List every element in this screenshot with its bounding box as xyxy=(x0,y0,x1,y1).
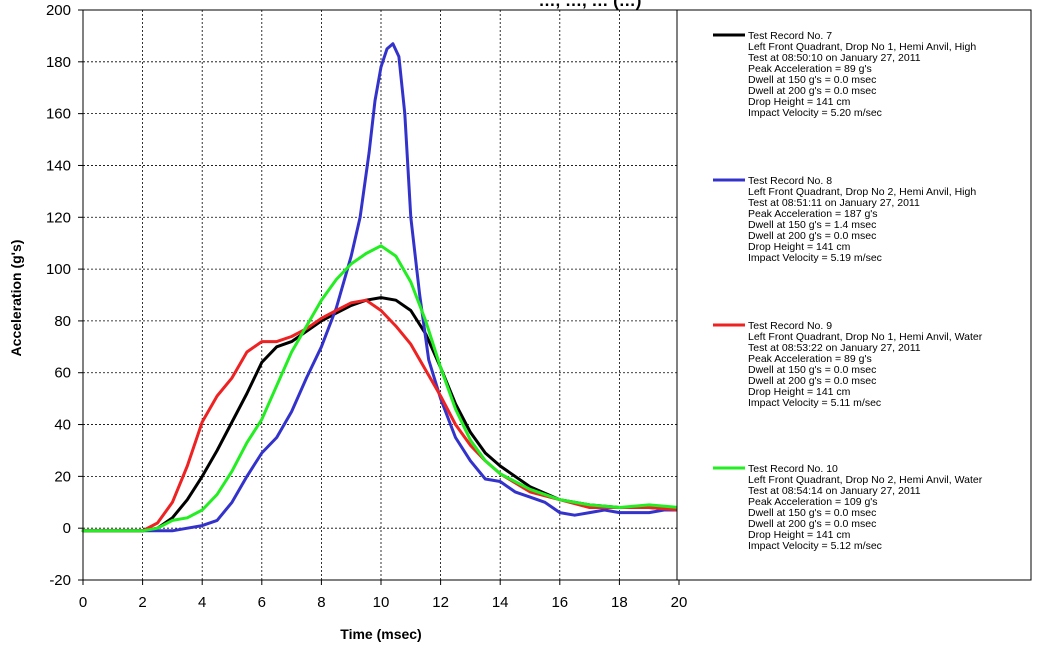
x-tick-label: 4 xyxy=(198,594,206,611)
y-tick-label: 40 xyxy=(54,417,71,434)
x-tick-label: 14 xyxy=(492,594,509,611)
series-lines xyxy=(81,42,681,533)
x-tick-label: 2 xyxy=(138,594,146,611)
x-tick-label: 6 xyxy=(258,594,266,611)
y-tick-label: 0 xyxy=(63,520,71,537)
legend-detail-line: Test at 08:51:11 on January 27, 2011 xyxy=(748,197,920,209)
grid xyxy=(83,10,679,580)
legend-detail-line: Dwell at 200 g's = 0.0 msec xyxy=(748,518,876,530)
legend-detail-line: Left Front Quadrant, Drop No 2, Hemi Anv… xyxy=(748,474,983,486)
legend-detail-line: Peak Acceleration = 89 g's xyxy=(748,353,872,365)
legend-detail-line: Impact Velocity = 5.20 m/sec xyxy=(748,107,882,119)
legend-series-name: Test Record No. 10 xyxy=(748,463,838,475)
x-tick-label: 8 xyxy=(317,594,325,611)
x-tick-label: 12 xyxy=(432,594,449,611)
legend-detail-line: Test at 08:53:22 on January 27, 2011 xyxy=(748,342,921,354)
legend-detail-line: Impact Velocity = 5.11 m/sec xyxy=(748,397,881,409)
series-line-1 xyxy=(81,296,681,533)
legend-series-name: Test Record No. 9 xyxy=(748,320,832,332)
y-tick-label: 80 xyxy=(54,313,71,330)
legend-detail-line: Left Front Quadrant, Drop No 2, Hemi Anv… xyxy=(748,186,976,198)
chart-title: …, …, … (…) xyxy=(539,0,642,10)
x-tick-label: 16 xyxy=(551,594,568,611)
y-tick-label: 200 xyxy=(46,2,71,19)
y-tick-label: 160 xyxy=(46,106,71,123)
legend-detail-line: Drop Height = 141 cm xyxy=(748,386,851,398)
y-tick-label: 60 xyxy=(54,365,71,382)
legend-detail-line: Drop Height = 141 cm xyxy=(748,241,851,253)
legend-detail-line: Test at 08:50:10 on January 27, 2011 xyxy=(748,52,921,64)
x-tick-label: 0 xyxy=(79,594,87,611)
legend-detail-line: Dwell at 150 g's = 1.4 msec xyxy=(748,219,876,231)
x-tick-label: 20 xyxy=(671,594,688,611)
legend-detail-line: Peak Acceleration = 109 g's xyxy=(748,496,878,508)
legend-detail-line: Impact Velocity = 5.12 m/sec xyxy=(748,540,882,552)
y-tick-label: 120 xyxy=(46,209,71,226)
legend-detail-line: Left Front Quadrant, Drop No 1, Hemi Anv… xyxy=(748,41,976,53)
legend-detail-line: Peak Acceleration = 187 g's xyxy=(748,208,878,220)
x-tick-label: 18 xyxy=(611,594,628,611)
y-tick-label: 100 xyxy=(46,261,71,278)
legend-detail-line: Dwell at 200 g's = 0.0 msec xyxy=(748,230,876,242)
y-tick-label: 180 xyxy=(46,54,71,71)
legend-detail-line: Dwell at 200 g's = 0.0 msec xyxy=(748,85,876,97)
legend-detail-line: Impact Velocity = 5.19 m/sec xyxy=(748,252,882,264)
y-axis-title: Acceleration (g's) xyxy=(8,240,24,357)
legend-box xyxy=(676,9,1032,581)
legend-detail-line: Dwell at 150 g's = 0.0 msec xyxy=(748,507,876,519)
series-line-4 xyxy=(81,244,681,533)
legend-series-name: Test Record No. 7 xyxy=(748,30,832,42)
x-axis-ticks: 0 2 4 6 8 10 12 14 16 18 20 xyxy=(79,580,688,611)
legend-detail-line: Drop Height = 141 cm xyxy=(748,96,851,108)
y-axis-ticks: -20 0 20 40 60 80 100 120 140 160 180 200 xyxy=(46,2,83,589)
y-tick-label: 140 xyxy=(46,157,71,174)
legend-detail-line: Dwell at 150 g's = 0.0 msec xyxy=(748,364,876,376)
series-line-3 xyxy=(81,298,681,533)
y-tick-label: 20 xyxy=(54,468,71,485)
legend-series-name: Test Record No. 8 xyxy=(748,175,832,187)
y-tick-label: -20 xyxy=(49,572,71,589)
legend-detail-line: Left Front Quadrant, Drop No 1, Hemi Anv… xyxy=(748,331,983,343)
legend-detail-line: Dwell at 200 g's = 0.0 msec xyxy=(748,375,876,387)
legend-detail-line: Drop Height = 141 cm xyxy=(748,529,851,541)
legend-detail-line: Test at 08:54:14 on January 27, 2011 xyxy=(748,485,921,497)
legend-detail-line: Peak Acceleration = 89 g's xyxy=(748,63,872,75)
series-line-2 xyxy=(81,42,681,533)
x-tick-label: 10 xyxy=(373,594,390,611)
legend-detail-line: Dwell at 150 g's = 0.0 msec xyxy=(748,74,876,86)
x-axis-title: Time (msec) xyxy=(340,626,421,642)
